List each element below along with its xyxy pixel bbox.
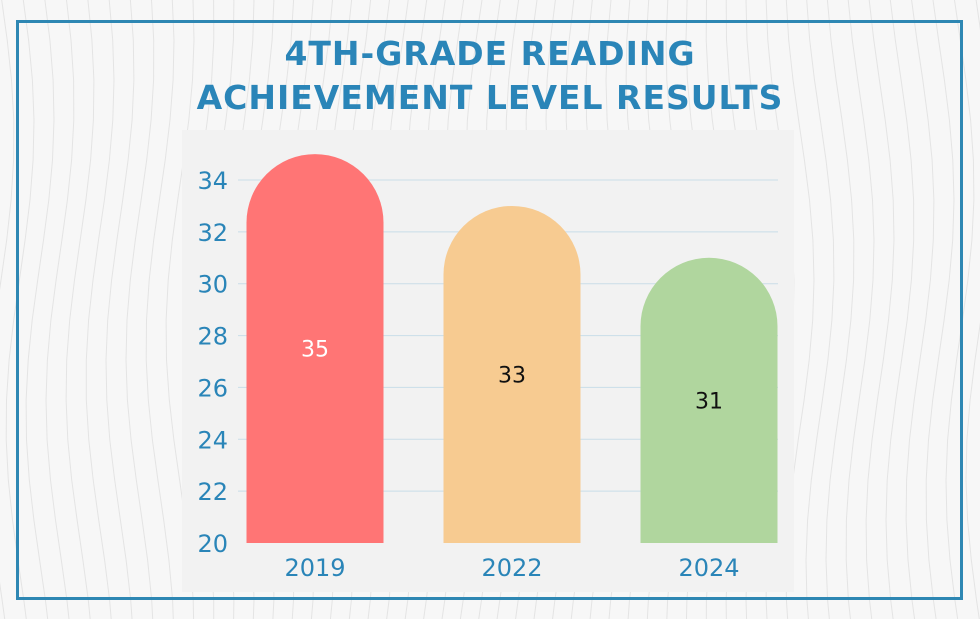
x-tick-label: 2019: [284, 554, 345, 582]
background-wave-line: [925, 0, 955, 619]
data-label-2024: 31: [695, 389, 723, 414]
x-tick-label: 2024: [678, 554, 739, 582]
bar-2024: [640, 257, 778, 543]
background-wave-line: [845, 0, 875, 619]
y-tick-label: 20: [197, 530, 228, 558]
background-wave-line: [85, 0, 115, 619]
y-tick-label: 34: [197, 167, 228, 195]
background-wave-line: [105, 0, 135, 619]
y-tick-label: 24: [197, 426, 228, 454]
background-wave-line: [825, 0, 855, 619]
background-wave-line: [805, 0, 835, 619]
chart-title-line-1: 4TH-GRADE READING: [284, 34, 696, 73]
y-tick-label: 30: [197, 271, 228, 299]
background-wave-line: [145, 0, 175, 619]
chart-title-line-2: ACHIEVEMENT LEVEL RESULTS: [196, 78, 784, 117]
y-tick-label: 28: [197, 323, 228, 351]
background-wave-line: [45, 0, 75, 619]
background-wave-line: [945, 0, 975, 619]
data-label-2022: 33: [498, 363, 526, 388]
background-wave-line: [125, 0, 155, 619]
bar-2022: [443, 205, 581, 544]
data-label-2019: 35: [301, 338, 329, 363]
x-tick-label: 2022: [481, 554, 542, 582]
background-wave-line: [65, 0, 95, 619]
chart-title: 4TH-GRADE READING ACHIEVEMENT LEVEL RESU…: [0, 32, 980, 120]
background-wave-line: [25, 0, 55, 619]
y-tick-label: 26: [197, 374, 228, 402]
background-wave-line: [965, 0, 980, 619]
background-wave-line: [0, 0, 15, 619]
bar-2019: [246, 154, 384, 544]
chart-frame: [16, 20, 963, 600]
background-wave-line: [885, 0, 915, 619]
y-tick-label: 22: [197, 478, 228, 506]
background-wave-line: [865, 0, 895, 619]
y-tick-label: 32: [197, 219, 228, 247]
background-wave-line: [905, 0, 935, 619]
